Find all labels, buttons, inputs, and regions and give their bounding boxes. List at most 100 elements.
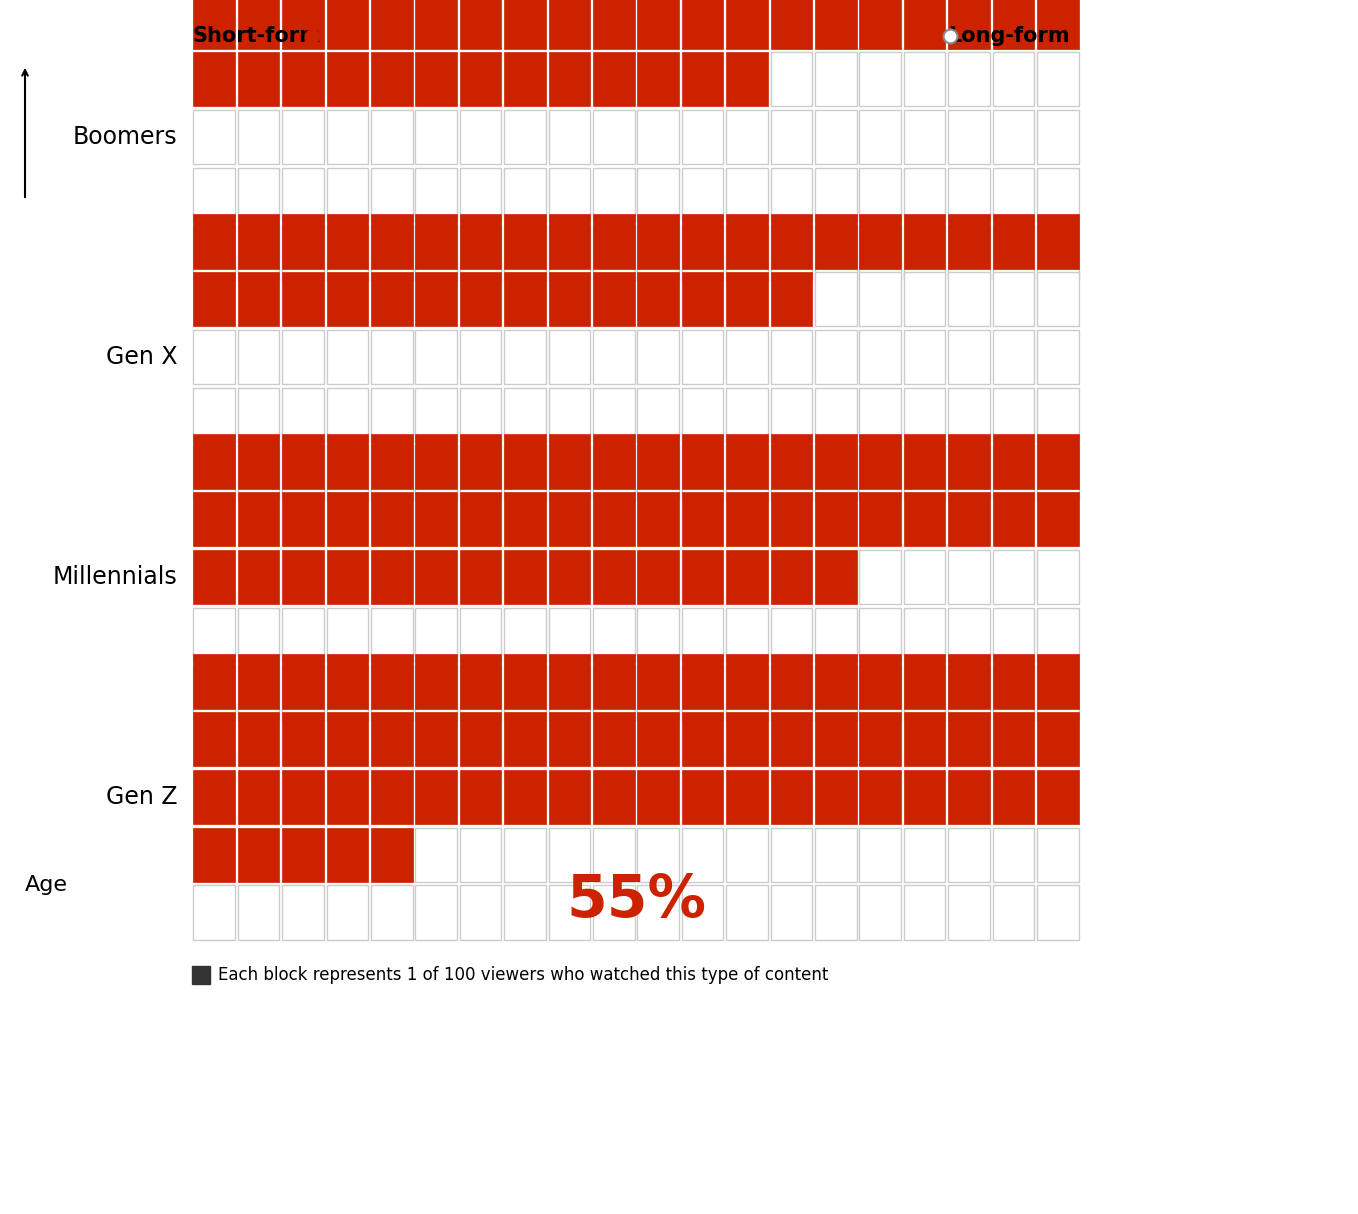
Bar	[504, 330, 546, 384]
Bar	[903, 168, 945, 222]
Bar	[682, 446, 724, 500]
Bar	[238, 0, 280, 49]
Bar	[549, 168, 591, 222]
Bar	[282, 0, 323, 49]
Bar	[282, 713, 323, 766]
Bar	[593, 110, 634, 164]
Bar	[637, 435, 679, 489]
Bar	[193, 168, 235, 222]
Bar	[770, 215, 812, 268]
Bar	[193, 654, 235, 709]
Bar	[549, 272, 591, 327]
Bar	[549, 607, 591, 662]
Bar	[549, 435, 591, 489]
Bar	[727, 0, 767, 49]
Bar	[948, 215, 990, 268]
Bar	[460, 226, 501, 279]
Bar	[371, 168, 413, 222]
Bar	[993, 110, 1035, 164]
Bar	[727, 52, 767, 107]
Bar	[637, 607, 679, 662]
Bar	[326, 387, 368, 442]
Bar	[549, 110, 591, 164]
Bar	[948, 272, 990, 327]
Bar	[993, 770, 1035, 824]
Bar	[371, 446, 413, 500]
Bar	[504, 607, 546, 662]
Bar	[504, 226, 546, 279]
Bar	[371, 330, 413, 384]
Bar	[993, 713, 1035, 766]
Bar	[860, 272, 902, 327]
Bar	[416, 272, 458, 327]
Bar	[193, 492, 235, 546]
Bar	[637, 387, 679, 442]
Bar	[727, 330, 767, 384]
Bar	[948, 713, 990, 766]
Bar	[815, 435, 857, 489]
Bar	[993, 492, 1035, 546]
Bar	[903, 665, 945, 720]
Bar	[770, 654, 812, 709]
Bar	[682, 770, 724, 824]
Bar	[948, 168, 990, 222]
Bar	[770, 110, 812, 164]
Bar	[371, 885, 413, 940]
Bar	[371, 828, 413, 881]
Bar	[1038, 0, 1078, 49]
Bar	[593, 387, 634, 442]
Bar	[238, 665, 280, 720]
Bar	[416, 52, 458, 107]
Bar	[993, 226, 1035, 279]
Bar	[416, 607, 458, 662]
Bar	[371, 550, 413, 605]
Bar	[682, 665, 724, 720]
Bar	[727, 607, 767, 662]
Bar	[549, 330, 591, 384]
Bar	[993, 607, 1035, 662]
Bar	[238, 168, 280, 222]
Bar	[282, 665, 323, 720]
Bar	[993, 550, 1035, 605]
Bar	[593, 52, 634, 107]
Bar	[1038, 654, 1078, 709]
Bar	[593, 492, 634, 546]
Bar	[682, 654, 724, 709]
Bar	[416, 550, 458, 605]
Bar	[637, 654, 679, 709]
Bar	[326, 52, 368, 107]
Bar	[815, 770, 857, 824]
Bar	[770, 885, 812, 940]
Bar	[993, 387, 1035, 442]
Bar	[371, 272, 413, 327]
Bar	[193, 550, 235, 605]
Bar	[682, 52, 724, 107]
Bar	[770, 713, 812, 766]
Bar	[815, 330, 857, 384]
Bar	[326, 885, 368, 940]
Bar	[815, 215, 857, 268]
Text: Each block represents 1 of 100 viewers who watched this type of content: Each block represents 1 of 100 viewers w…	[219, 966, 828, 985]
Bar	[282, 52, 323, 107]
Bar	[903, 215, 945, 268]
Bar	[504, 168, 546, 222]
Bar	[682, 885, 724, 940]
Bar	[282, 215, 323, 268]
Bar	[371, 770, 413, 824]
Bar	[637, 885, 679, 940]
Bar	[238, 770, 280, 824]
Bar	[860, 665, 902, 720]
Bar	[1038, 215, 1078, 268]
Text: Short-form: Short-form	[191, 25, 320, 46]
Bar	[416, 828, 458, 881]
Bar	[948, 52, 990, 107]
Bar	[860, 713, 902, 766]
Bar	[948, 770, 990, 824]
Bar	[326, 665, 368, 720]
Bar	[727, 828, 767, 881]
Bar	[238, 607, 280, 662]
Bar	[326, 828, 368, 881]
Bar	[682, 226, 724, 279]
Bar	[948, 654, 990, 709]
Bar	[193, 52, 235, 107]
